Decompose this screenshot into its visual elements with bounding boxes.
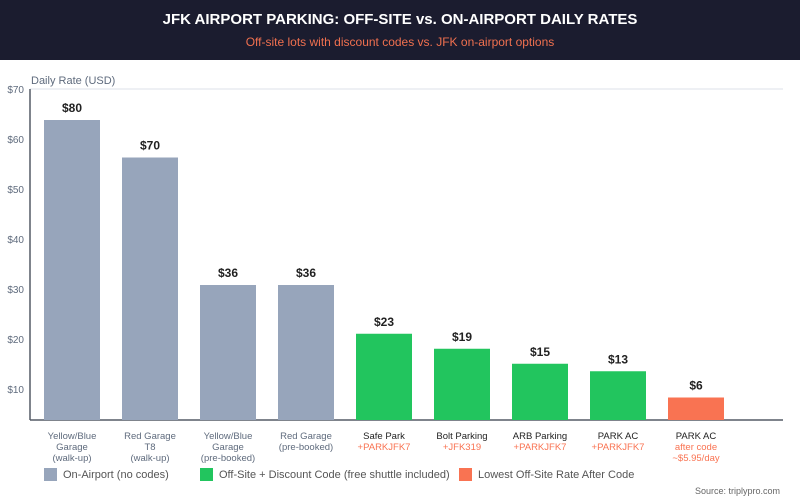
x-tick-label: (pre-booked) bbox=[279, 442, 333, 453]
x-tick-label: T8 bbox=[144, 442, 155, 453]
bar bbox=[512, 363, 568, 420]
bar bbox=[200, 285, 256, 420]
x-tick-label: Red Garage bbox=[280, 431, 332, 442]
x-tick-label: PARK AC bbox=[598, 431, 639, 442]
y-tick-label: $30 bbox=[7, 285, 24, 296]
legend-label: On-Airport (no codes) bbox=[63, 468, 169, 481]
discount-code-label: +PARKJFK7 bbox=[592, 442, 645, 453]
data-label: $6 bbox=[689, 379, 703, 393]
bar bbox=[434, 348, 490, 420]
bar bbox=[122, 157, 178, 420]
data-label: $80 bbox=[62, 101, 82, 115]
bar bbox=[356, 333, 412, 420]
chart-title: JFK AIRPORT PARKING: OFF-SITE vs. ON-AIR… bbox=[162, 11, 638, 28]
source-note: Source: triplypro.com bbox=[694, 486, 780, 496]
bar bbox=[278, 285, 334, 420]
legend-swatch bbox=[44, 468, 57, 481]
bar bbox=[668, 397, 724, 420]
x-tick-label: Garage bbox=[212, 442, 244, 453]
data-label: $36 bbox=[218, 266, 238, 280]
data-label: $23 bbox=[374, 315, 394, 329]
legend-swatch bbox=[200, 468, 213, 481]
data-label: $13 bbox=[608, 352, 628, 366]
data-label: $19 bbox=[452, 330, 472, 344]
chart-header: JFK AIRPORT PARKING: OFF-SITE vs. ON-AIR… bbox=[0, 0, 800, 60]
x-tick-label: ARB Parking bbox=[513, 431, 567, 442]
discount-code-label: +PARKJFK7 bbox=[358, 442, 411, 453]
data-label: $15 bbox=[530, 345, 550, 359]
y-axis-label: Daily Rate (USD) bbox=[31, 75, 115, 87]
x-tick-label: (pre-booked) bbox=[201, 453, 255, 464]
data-label: $70 bbox=[140, 139, 160, 153]
x-tick-label: PARK AC bbox=[676, 431, 717, 442]
legend-swatch bbox=[459, 468, 472, 481]
y-tick-label: $20 bbox=[7, 335, 24, 346]
bar bbox=[590, 371, 646, 420]
y-tick-label: $40 bbox=[7, 235, 24, 246]
discount-code-label: ~$5.95/day bbox=[672, 453, 720, 464]
data-label: $36 bbox=[296, 266, 316, 280]
discount-code-label: +PARKJFK7 bbox=[514, 442, 567, 453]
x-tick-label: Safe Park bbox=[363, 431, 405, 442]
legend-label: Lowest Off-Site Rate After Code bbox=[478, 468, 635, 481]
x-tick-label: (walk-up) bbox=[130, 453, 169, 464]
y-tick-label: $70 bbox=[7, 85, 24, 96]
y-tick-label: $50 bbox=[7, 185, 24, 196]
y-tick-label: $60 bbox=[7, 135, 24, 146]
legend-off-site: Off-Site + Discount Code (free shuttle i… bbox=[200, 468, 450, 481]
x-tick-label: Yellow/Blue bbox=[48, 431, 97, 442]
legend-on-airport: On-Airport (no codes) bbox=[44, 468, 169, 481]
x-tick-label: Bolt Parking bbox=[436, 431, 487, 442]
discount-code-label: +JFK319 bbox=[443, 442, 481, 453]
chart-subtitle: Off-site lots with discount codes vs. JF… bbox=[245, 35, 555, 49]
bar bbox=[44, 120, 100, 420]
y-tick-label: $10 bbox=[7, 385, 24, 396]
legend-label: Off-Site + Discount Code (free shuttle i… bbox=[219, 468, 450, 481]
legend-lowest: Lowest Off-Site Rate After Code bbox=[459, 468, 634, 481]
discount-code-label: after code bbox=[675, 442, 717, 453]
x-tick-label: (walk-up) bbox=[52, 453, 91, 464]
x-tick-label: Garage bbox=[56, 442, 88, 453]
x-tick-label: Yellow/Blue bbox=[204, 431, 253, 442]
x-tick-label: Red Garage bbox=[124, 431, 176, 442]
